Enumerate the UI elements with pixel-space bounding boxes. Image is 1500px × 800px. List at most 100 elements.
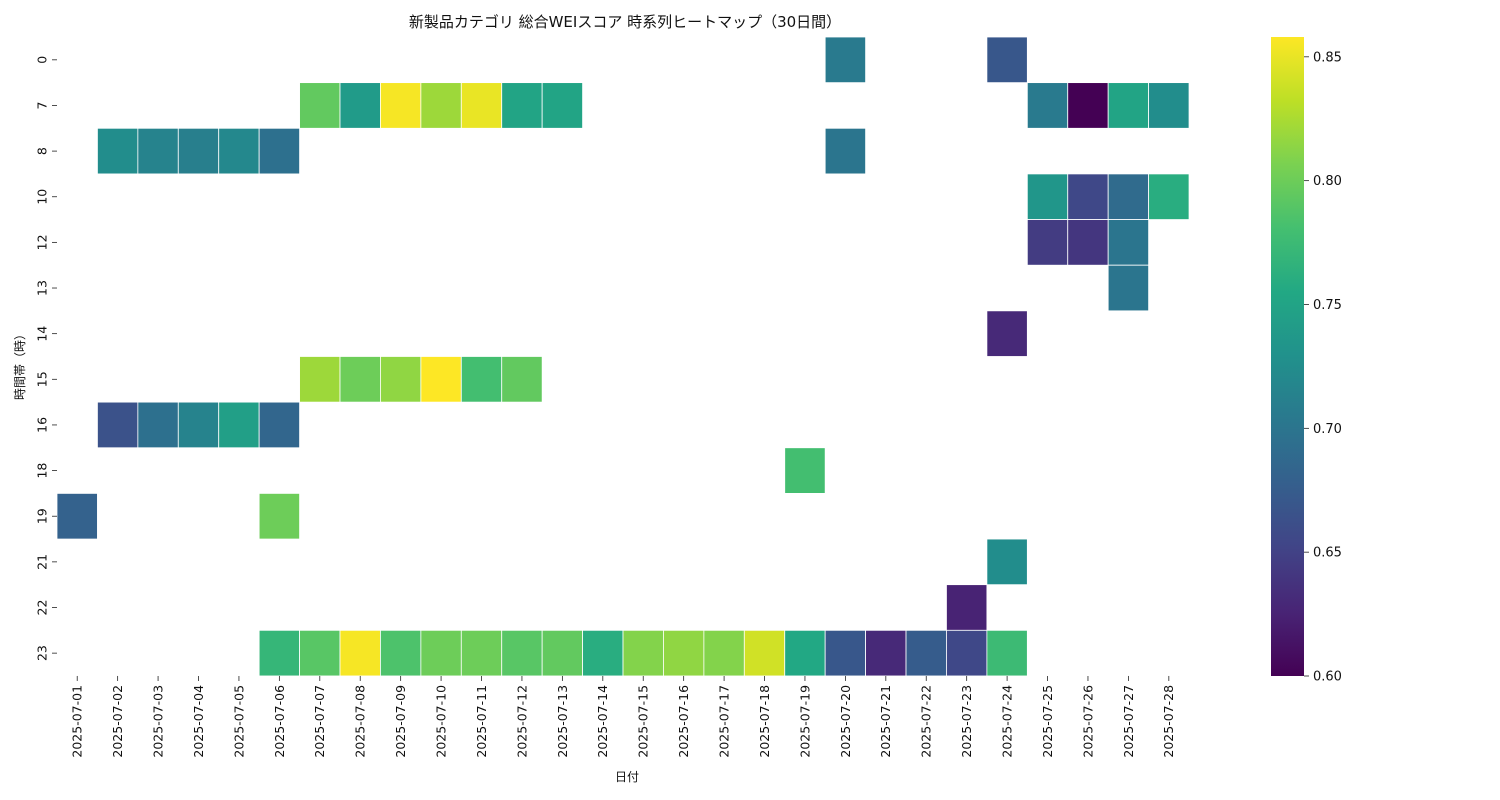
x-tick-label: 2025-07-03	[150, 685, 165, 758]
x-tick-label: 2025-07-08	[353, 685, 368, 758]
heatmap-cell	[784, 447, 826, 494]
x-axis-ticks: 2025-07-01 2025-07-02 2025-07-03 2025-07-04…	[70, 675, 1176, 758]
y-axis-ticks: 0 7 8 10 12 13 14 15 16 18 19 21 22 23	[34, 56, 57, 661]
heatmap-cell	[137, 401, 179, 449]
heatmap-cell	[420, 356, 462, 403]
heatmap-cell	[743, 629, 786, 677]
heatmap-cell	[218, 127, 260, 175]
heatmap-cell	[1026, 173, 1069, 220]
x-tick-label: 2025-07-11	[474, 685, 489, 758]
y-tick-label: 12	[34, 234, 49, 250]
heatmap-cell	[299, 629, 341, 677]
colorbar-tick-label: 0.65	[1313, 546, 1342, 561]
x-tick-label: 2025-07-18	[757, 685, 772, 758]
heatmap-cell	[663, 629, 705, 677]
heatmap-cell	[946, 629, 988, 677]
x-tick-label: 2025-07-01	[70, 685, 85, 758]
y-tick-label: 15	[34, 371, 49, 387]
heatmap-cell	[97, 127, 139, 175]
heatmap-cell	[460, 82, 503, 129]
heatmap-cell	[218, 401, 260, 449]
heatmap-cell	[258, 401, 300, 449]
y-tick-label: 23	[34, 645, 49, 661]
colorbar-tick-label: 0.80	[1313, 174, 1342, 189]
x-tick-label: 2025-07-15	[636, 685, 651, 758]
heatmap-cell	[1067, 82, 1109, 129]
x-tick-label: 2025-07-09	[393, 685, 408, 758]
y-tick-label: 18	[34, 463, 49, 479]
x-tick-label: 2025-07-23	[959, 685, 974, 758]
heatmap-cell	[1067, 173, 1109, 220]
heatmap-cell	[1148, 82, 1190, 129]
heatmap-cell	[460, 356, 503, 403]
colorbar-tick-label: 0.70	[1313, 422, 1342, 437]
heatmap-cell	[1107, 264, 1150, 312]
heatmap-cell	[258, 629, 300, 677]
heatmap-cell	[501, 82, 543, 129]
heatmap-cell	[905, 629, 947, 677]
heatmap-cell	[1107, 219, 1150, 266]
chart-title: 新製品カテゴリ 総合WEIスコア 時系列ヒートマップ（30日間）	[409, 13, 841, 31]
heatmap-cell	[986, 36, 1028, 84]
x-tick-label: 2025-07-22	[919, 685, 934, 758]
y-tick-label: 14	[34, 326, 49, 342]
heatmap-cell	[865, 629, 907, 677]
y-tick-label: 21	[34, 554, 49, 570]
heatmap-cell	[258, 127, 300, 175]
heatmap-cell	[420, 629, 462, 677]
heatmap-cell	[339, 82, 381, 129]
heatmap-cell	[946, 584, 988, 631]
heatmap-cell	[1026, 82, 1069, 129]
x-tick-label: 2025-07-04	[191, 685, 206, 758]
heatmap-cell	[986, 538, 1028, 586]
x-tick-label: 2025-07-28	[1161, 685, 1176, 758]
heatmap-cell	[784, 629, 826, 677]
heatmap-cell	[703, 629, 745, 677]
y-tick-label: 10	[34, 189, 49, 205]
x-tick-label: 2025-07-10	[433, 685, 448, 758]
heatmap-cell	[339, 629, 381, 677]
heatmap-cell	[97, 401, 139, 449]
heatmap-cell	[137, 127, 179, 175]
x-tick-label: 2025-07-17	[716, 685, 731, 758]
heatmap-cell	[541, 629, 583, 677]
y-tick-label: 8	[34, 147, 49, 155]
x-tick-label: 2025-07-26	[1080, 685, 1095, 758]
heatmap-cell	[824, 629, 866, 677]
x-tick-label: 2025-07-07	[312, 685, 327, 758]
heatmap-cell	[541, 82, 583, 129]
heatmap-cell	[1026, 219, 1069, 266]
colorbar-ticks: 0.60 0.65 0.70 0.75 0.80 0.85	[1304, 50, 1342, 685]
x-axis-label: 日付	[615, 770, 639, 784]
heatmap-cell	[582, 629, 624, 677]
heatmap-cell	[177, 401, 220, 449]
x-tick-label: 2025-07-12	[514, 685, 529, 758]
x-tick-label: 2025-07-13	[555, 685, 570, 758]
heatmap-cell	[1107, 173, 1150, 220]
heatmap-cell	[299, 82, 341, 129]
y-axis-label: 時間帯（時）	[13, 328, 27, 400]
colorbar-tick-label: 0.85	[1313, 50, 1342, 65]
heatmap-cell	[824, 127, 866, 175]
x-tick-label: 2025-07-21	[878, 685, 893, 758]
heatmap-cell	[501, 356, 543, 403]
x-tick-label: 2025-07-20	[838, 685, 853, 758]
y-tick-label: 7	[34, 102, 49, 110]
heatmap-cell	[1107, 82, 1150, 129]
heatmap-cell	[460, 629, 503, 677]
colorbar	[1271, 37, 1304, 676]
heatmap-cell	[380, 629, 422, 677]
heatmap-cell	[1148, 173, 1190, 220]
heatmap-cell	[380, 356, 422, 403]
heatmap-cell	[339, 356, 381, 403]
x-tick-label: 2025-07-06	[272, 685, 287, 758]
x-tick-label: 2025-07-14	[595, 685, 610, 758]
heatmap-cell	[258, 492, 300, 540]
x-tick-label: 2025-07-24	[999, 685, 1014, 758]
x-tick-label: 2025-07-25	[1040, 685, 1055, 758]
y-tick-label: 0	[34, 56, 49, 64]
heatmap-cell	[299, 356, 341, 403]
heatmap-cell	[56, 492, 98, 540]
x-tick-label: 2025-07-27	[1121, 685, 1136, 758]
x-tick-label: 2025-07-19	[797, 685, 812, 758]
